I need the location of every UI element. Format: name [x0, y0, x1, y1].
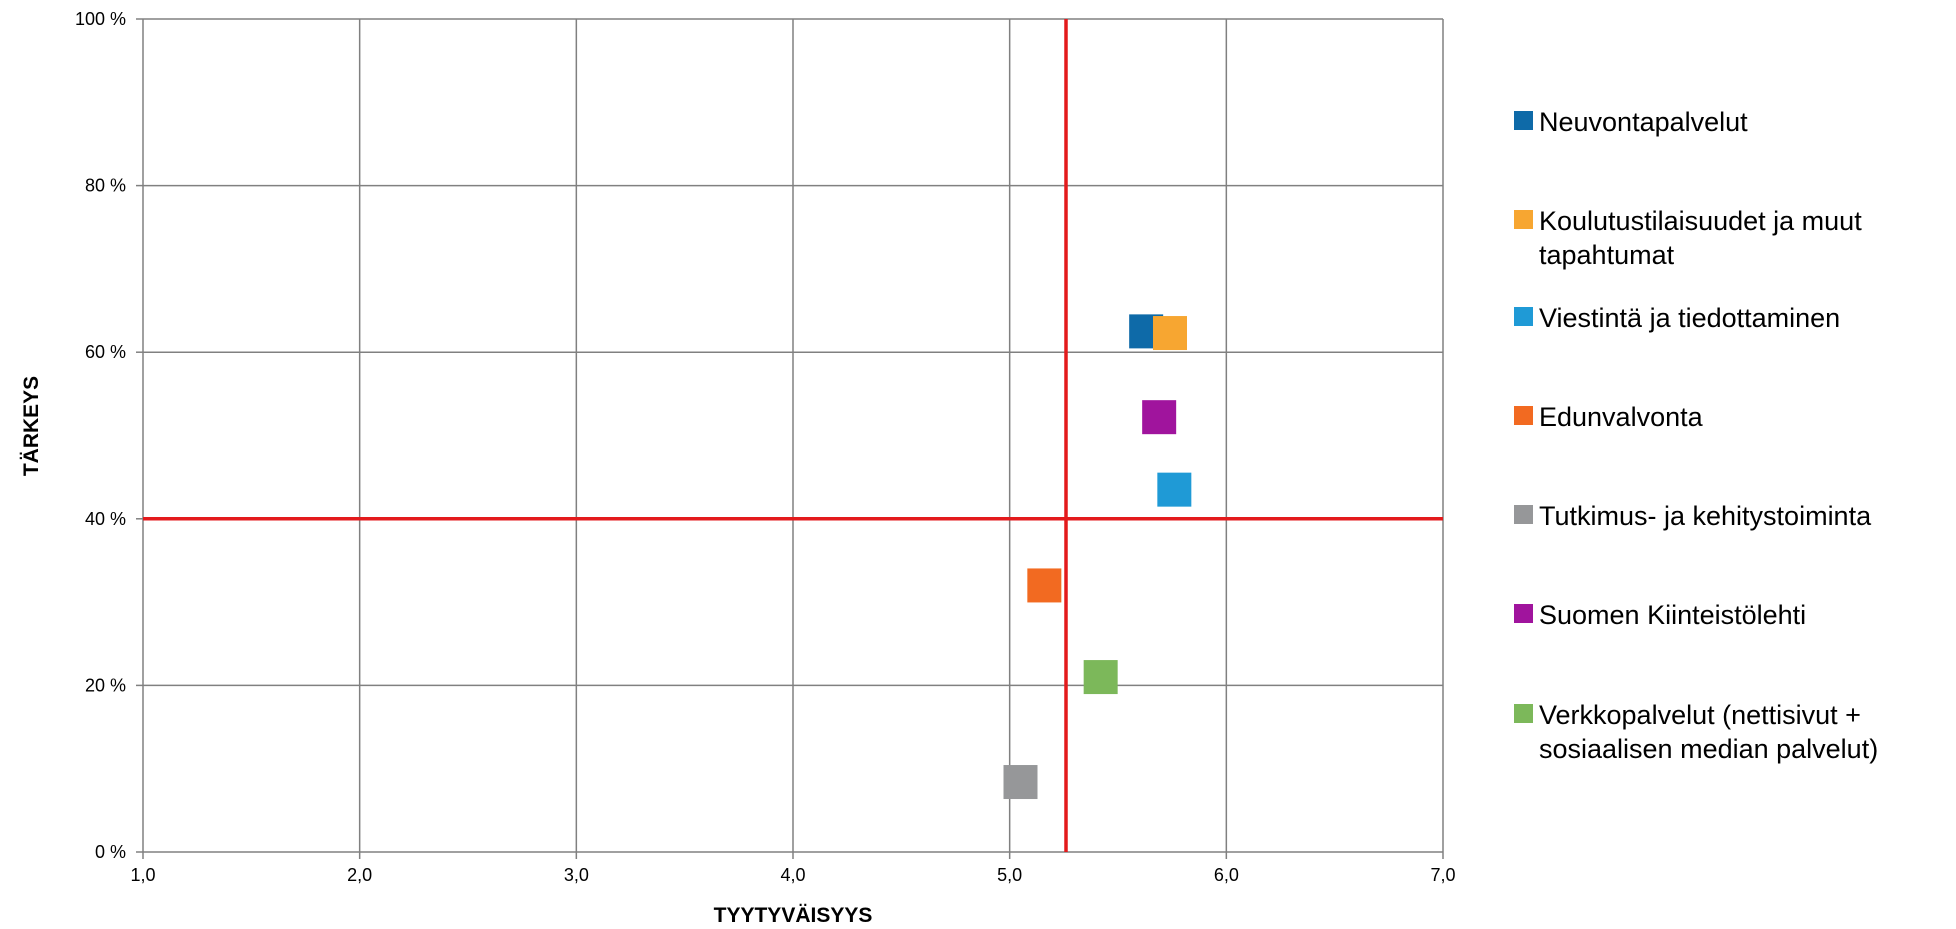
data-point	[1142, 400, 1177, 435]
x-tick-label: 7,0	[1430, 865, 1455, 885]
legend-label: Suomen Kiinteistölehti	[1539, 600, 1806, 630]
data-points	[1003, 314, 1192, 800]
x-tick-label: 3,0	[564, 865, 589, 885]
grid	[136, 18, 1444, 859]
y-tick-label: 20 %	[85, 675, 126, 695]
y-axis-title: TÄRKEYS	[20, 376, 43, 476]
reference-lines	[143, 19, 1443, 852]
legend-swatch	[1514, 505, 1533, 524]
y-tick-label: 0 %	[95, 842, 126, 862]
legend-label: Verkkopalvelut (nettisivut +	[1539, 700, 1861, 730]
legend-label: Neuvontapalvelut	[1539, 107, 1748, 137]
legend-label: Tutkimus- ja kehitystoiminta	[1539, 501, 1872, 531]
data-point	[1153, 316, 1187, 351]
legend-swatch	[1514, 210, 1533, 229]
y-tick-label: 100 %	[75, 9, 126, 29]
x-tick-label: 5,0	[997, 865, 1022, 885]
legend-label: sosiaalisen median palvelut)	[1539, 734, 1878, 764]
y-tick-label: 40 %	[85, 509, 126, 529]
x-tick-label: 6,0	[1214, 865, 1239, 885]
x-tick-label: 2,0	[347, 865, 372, 885]
legend-swatch	[1514, 604, 1533, 623]
legend-label: tapahtumat	[1539, 240, 1675, 270]
x-axis-title: TYYTYVÄISYYS	[714, 904, 873, 927]
legend-label: Viestintä ja tiedottaminen	[1539, 303, 1840, 333]
x-tick-label: 4,0	[780, 865, 805, 885]
legend-swatch	[1514, 111, 1533, 130]
legend-swatch	[1514, 406, 1533, 425]
legend-swatch	[1514, 704, 1533, 723]
legend-swatch	[1514, 307, 1533, 326]
legend-label: Edunvalvonta	[1539, 402, 1704, 432]
legend-label: Koulutustilaisuudet ja muut	[1539, 206, 1862, 236]
data-point	[1083, 660, 1118, 695]
y-tick-label: 80 %	[85, 176, 126, 196]
x-tick-label: 1,0	[130, 865, 155, 885]
data-point	[1003, 765, 1038, 800]
y-tick-label: 60 %	[85, 342, 126, 362]
tick-labels: 1,0 2,0 3,0 4,0 5,0 6,0 7,0 0 % 20 % 40 % 60 % 80 %…	[75, 9, 1456, 885]
legend: Neuvontapalvelut Koulutustilaisuudet ja m…	[1514, 107, 1878, 764]
data-point	[1027, 568, 1062, 603]
data-point	[1157, 472, 1192, 507]
